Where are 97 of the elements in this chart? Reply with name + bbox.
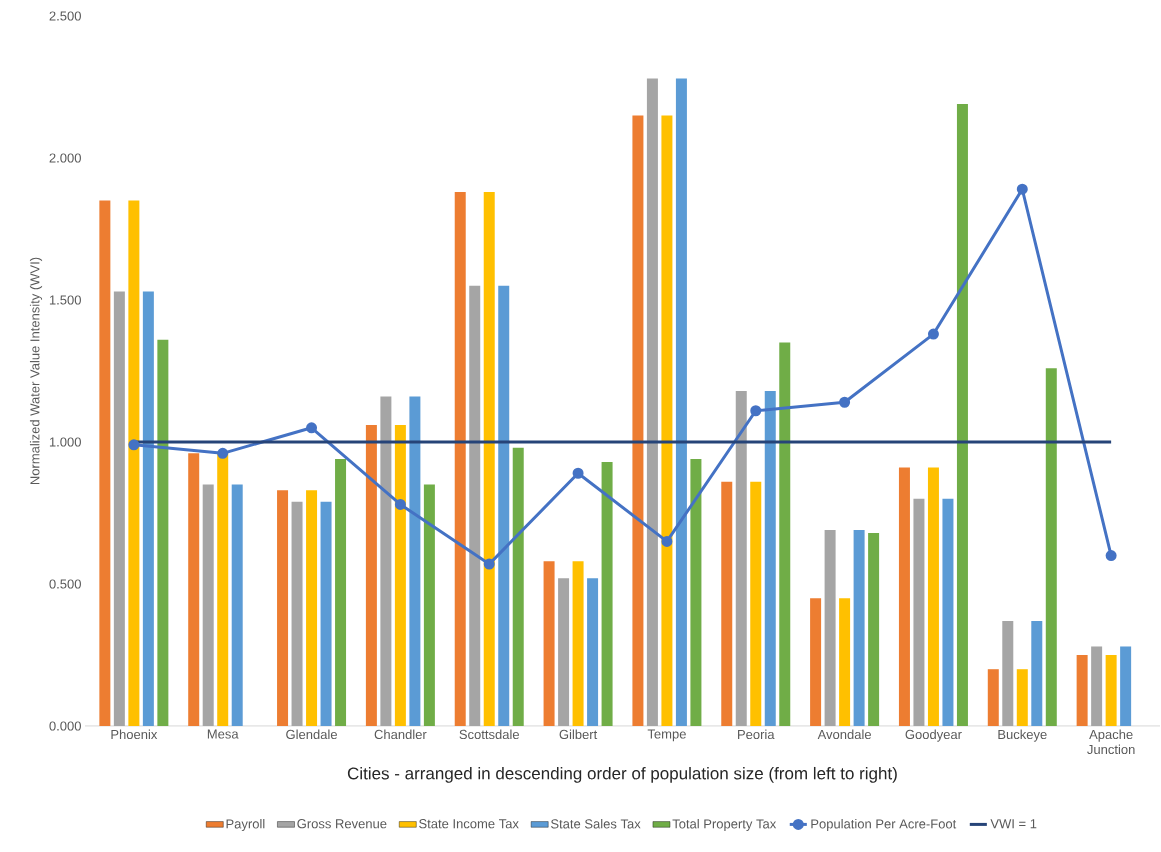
bar <box>956 104 968 726</box>
y-tick-label: 2.500 <box>49 11 81 21</box>
bar <box>320 501 332 726</box>
bar <box>113 291 125 726</box>
legend-label: Payroll <box>226 818 265 832</box>
legend-label: VWI = 1 <box>990 819 1037 829</box>
bar <box>646 78 658 726</box>
bar <box>1045 368 1057 726</box>
y-tick-label: 1.500 <box>49 295 81 305</box>
bar <box>128 200 140 726</box>
bar <box>498 285 510 726</box>
bar <box>987 669 999 726</box>
bar <box>1016 669 1028 726</box>
x-tick-label: Scottsdale <box>459 729 519 740</box>
bar <box>423 484 435 726</box>
point <box>217 447 229 459</box>
bar <box>394 424 406 726</box>
bar <box>1031 620 1043 726</box>
x-tick-label: Gilbert <box>559 729 598 740</box>
bar <box>277 490 289 726</box>
y-axis-title: Normalized Water Value Intensity (WVI) <box>29 257 43 485</box>
point <box>839 396 851 408</box>
bar <box>202 484 214 726</box>
bar <box>690 459 702 726</box>
bar <box>779 342 791 726</box>
x-tick-label: Buckeye <box>998 729 1047 742</box>
bar <box>365 424 377 726</box>
point <box>483 558 495 570</box>
legend-label: Gross Revenue <box>297 819 387 829</box>
legend-label: Population Per Acre-Foot <box>811 818 957 832</box>
point <box>572 467 584 479</box>
bar <box>1091 646 1103 726</box>
bar <box>469 285 481 726</box>
bar <box>99 200 111 726</box>
bar <box>142 291 154 726</box>
bar <box>750 481 762 726</box>
bar <box>721 481 733 726</box>
y-tick-label: 0.000 <box>49 721 81 731</box>
bar <box>868 532 880 726</box>
bar <box>291 501 303 726</box>
bar <box>927 467 939 726</box>
point <box>927 328 939 340</box>
point <box>1016 183 1028 195</box>
bar <box>572 561 584 726</box>
bar <box>764 390 776 726</box>
y-tick-label: 1.000 <box>49 437 81 447</box>
bar <box>913 498 925 726</box>
x-tick-label: Chandler <box>374 729 427 740</box>
bar <box>632 115 644 726</box>
bar <box>839 598 851 726</box>
legend-label: Total Property Tax <box>672 818 777 832</box>
y-tick-label: 2.000 <box>49 153 81 163</box>
bar <box>810 598 822 726</box>
point <box>306 422 318 434</box>
bar <box>409 396 421 726</box>
bar <box>942 498 954 726</box>
x-tick-label: Mesa <box>207 729 239 739</box>
legend-label: State Sales Tax <box>551 818 641 829</box>
bar <box>217 453 229 726</box>
bar <box>558 578 570 726</box>
bar <box>306 490 318 726</box>
bar <box>1002 620 1014 726</box>
point <box>1105 550 1117 562</box>
bar <box>675 78 687 726</box>
bar <box>543 561 555 726</box>
bar <box>1120 646 1132 726</box>
bar <box>483 192 495 726</box>
bar <box>661 115 673 726</box>
bar <box>587 578 599 726</box>
x-tick-label: Glendale <box>286 729 337 740</box>
bar <box>157 339 169 726</box>
bar <box>188 453 200 726</box>
bar <box>601 461 613 726</box>
point <box>128 439 140 451</box>
bar <box>898 467 910 726</box>
bar <box>853 530 865 726</box>
x-tick-label: Phoenix <box>111 729 158 740</box>
bar <box>335 459 347 726</box>
x-tick-label: Tempe <box>647 729 686 742</box>
legend-label: State Income Tax <box>419 819 519 829</box>
x-tick-label: Peoria <box>738 729 775 740</box>
bar <box>1076 655 1088 726</box>
bar <box>735 390 747 726</box>
bar <box>454 192 466 726</box>
bar <box>824 530 836 726</box>
point <box>750 405 762 417</box>
point <box>661 535 673 547</box>
bar <box>1105 655 1117 726</box>
point <box>394 498 406 510</box>
bar <box>380 396 392 726</box>
bar <box>231 484 243 726</box>
bar <box>512 447 524 726</box>
x-tick-label: Avondale <box>817 729 871 740</box>
y-tick-label: 0.500 <box>49 579 81 589</box>
x-axis-title: Cities - arranged in descending order of population size (from left to right) <box>347 766 897 783</box>
x-tick-label: Apache Junction <box>1087 729 1135 755</box>
x-tick-label: Goodyear <box>905 729 962 742</box>
